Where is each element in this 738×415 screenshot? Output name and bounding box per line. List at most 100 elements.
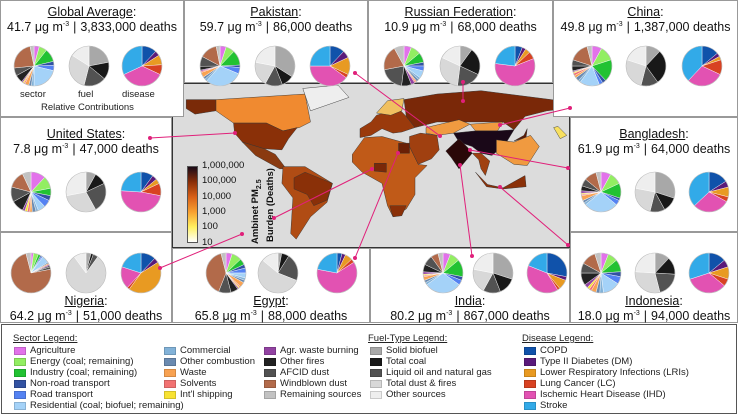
panel-pakistan: Pakistan: 59.7 μg m-3 | 86,000 deaths	[184, 0, 368, 87]
disease-pie-slice	[317, 252, 338, 274]
separator: |	[265, 20, 270, 34]
legend-label: AFCID dust	[280, 367, 330, 378]
deaths-unit: deaths	[692, 20, 731, 34]
sector-legend-item: Commercial	[164, 346, 231, 356]
sector-pie	[422, 252, 464, 294]
colorbar-title: Ambinet PM2.5	[250, 179, 263, 244]
panel-nigeria: Nigeria: 64.2 μg m-3 | 51,000 deaths	[0, 232, 172, 323]
unit-exponent: -3	[62, 142, 69, 150]
legend-label: Agr. waste burning	[280, 345, 359, 356]
panel-india: India: 80.2 μg m-3 | 867,000 deaths	[370, 248, 570, 323]
colorbar-tick: 1,000,000	[202, 160, 245, 171]
fuel-legend-item: Solid biofuel	[370, 346, 438, 356]
pie-outline	[120, 252, 162, 294]
deaths-unit: deaths	[124, 309, 163, 323]
deaths-value: 94,000	[651, 309, 690, 323]
concentration-value: 49.8	[560, 20, 585, 34]
legend-label: Int'l shipping	[180, 389, 233, 400]
colon: :	[132, 5, 137, 19]
legend-label: Residential (coal; biofuel; remaining)	[30, 400, 184, 411]
country-title: Global Average:	[1, 5, 183, 19]
fuel-legend-item: Other sources	[370, 390, 446, 400]
sector-pie	[571, 45, 613, 87]
unit-exponent: -3	[616, 20, 623, 28]
country-mongolia	[469, 121, 504, 132]
legend-swatch	[370, 391, 382, 399]
country-title: Indonesia:	[571, 294, 737, 308]
country-title: Pakistan:	[185, 5, 367, 19]
country-indonesia	[475, 172, 527, 190]
deaths-unit: deaths	[499, 20, 537, 34]
legend-label: Stroke	[540, 400, 568, 411]
legend-label: Other combustion	[180, 356, 255, 367]
legend-swatch	[524, 402, 536, 410]
pie-outline	[10, 252, 52, 294]
concentration-value: 41.7	[7, 20, 32, 34]
disease-pie	[121, 45, 163, 87]
pie-outline	[13, 45, 55, 87]
fuel-pie	[257, 252, 299, 294]
pie-outline	[121, 45, 163, 87]
legend-swatch	[164, 380, 176, 388]
concentration-deaths: 41.7 μg m-3 | 3,833,000 deaths	[1, 20, 183, 34]
pie-outline	[634, 171, 676, 213]
deaths-value: 88,000	[268, 309, 307, 323]
fuel-pie	[254, 45, 296, 87]
colon: :	[104, 294, 108, 308]
disease-pie	[120, 252, 162, 294]
disease-legend-item: Lower Respiratory Infections (LRIs)	[524, 368, 689, 378]
concentration-deaths: 7.8 μg m-3 | 47,000 deaths	[1, 142, 171, 156]
sector-legend-item: Agriculture	[14, 346, 75, 356]
sector-legend-item: Road transport	[14, 390, 93, 400]
country-name: United States	[46, 127, 122, 141]
panel-indonesia: Indonesia: 18.0 μg m-3 | 94,000 deaths	[570, 232, 738, 323]
sector-pie	[199, 45, 241, 87]
panel-global: Global Average: 41.7 μg m-3 | 3,833,000 dea…	[0, 0, 184, 117]
disease-pie-slice	[494, 45, 516, 67]
country-title: United States:	[1, 127, 171, 141]
colon: :	[298, 5, 302, 19]
sector-legend-item: Other fires	[264, 357, 324, 367]
concentration-unit: μg m	[605, 142, 634, 156]
unit-exponent: -3	[446, 309, 453, 317]
deaths-value: 47,000	[79, 142, 118, 156]
concentration-value: 7.8	[13, 142, 31, 156]
country-united-states	[233, 122, 298, 151]
disease-pie	[681, 45, 723, 87]
fuel-pie	[634, 171, 676, 213]
disease-pie	[316, 252, 358, 294]
sector-pie	[205, 252, 247, 294]
pie-outline	[68, 45, 110, 87]
pie-outline	[257, 252, 299, 294]
pie-outline	[688, 252, 730, 294]
legend-swatch	[524, 391, 536, 399]
pie-outline	[316, 252, 358, 294]
disease-legend-item: Type II Diabetes (DM)	[524, 357, 632, 367]
country-alaska	[185, 99, 217, 115]
sector-pie	[580, 252, 622, 294]
pie-outline	[120, 171, 162, 213]
legend-swatch	[14, 358, 26, 366]
legend-label: Total coal	[386, 356, 427, 367]
pie-outline	[580, 252, 622, 294]
country-name: Nigeria	[64, 294, 105, 308]
country-name: Indonesia	[625, 294, 680, 308]
disease-pie	[494, 45, 536, 87]
concentration-unit: μg m	[37, 309, 66, 323]
pie-outline	[254, 45, 296, 87]
pie-outline	[65, 171, 107, 213]
legend: Sector Legend: Fuel-Type Legend: Disease…	[1, 324, 737, 414]
pie-label-fuel: fuel	[78, 89, 94, 100]
country-nigeria	[374, 163, 387, 173]
concentration-value: 64.2	[9, 309, 35, 323]
concentration-value: 59.7	[199, 20, 225, 34]
legend-swatch	[264, 369, 276, 377]
concentration-unit: μg m	[34, 142, 63, 156]
legend-label: Waste	[180, 367, 207, 378]
country-name: Russian Federation	[404, 5, 513, 19]
concentration-unit: μg m	[605, 309, 634, 323]
deaths-value: 51,000	[83, 309, 122, 323]
sector-legend-item: Waste	[164, 368, 207, 378]
sector-legend-item: Non-road transport	[14, 379, 110, 389]
legend-label: Agriculture	[30, 345, 76, 356]
